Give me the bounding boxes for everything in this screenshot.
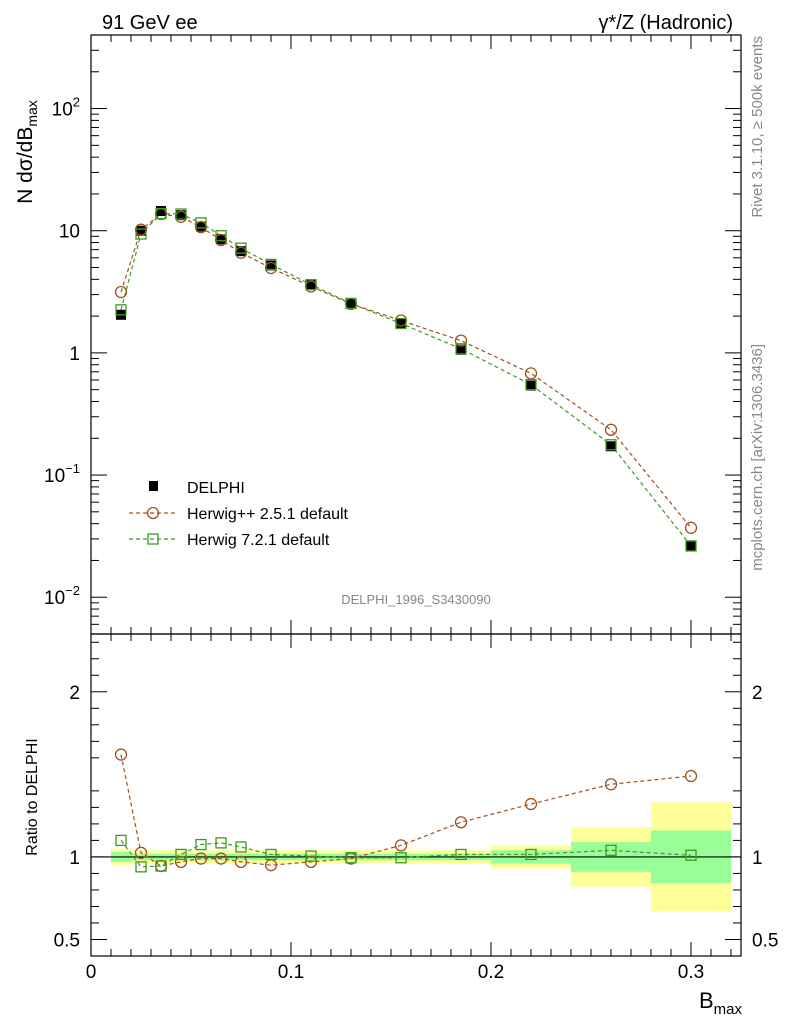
point-herwig7 xyxy=(605,439,617,451)
series-line-herwig7 xyxy=(120,213,692,547)
mcplots-source-label: mcplots.cern.ch [arXiv:1306.3436] xyxy=(749,344,766,571)
ratio-y-tick-label-right: 0.5 xyxy=(752,930,778,951)
point-herwigpp xyxy=(524,367,538,380)
ratio-panel-frame xyxy=(90,633,742,957)
data-point-delphi xyxy=(306,279,316,290)
header-right-title: γ*/Z (Hadronic) xyxy=(599,12,733,34)
point-herwig7 xyxy=(175,208,187,220)
ratio-point-herwigpp xyxy=(114,748,128,761)
ratio-point-herwig7 xyxy=(215,837,227,849)
ratio-y-tick-label: 2 xyxy=(69,683,80,704)
data-point-delphi xyxy=(196,221,206,232)
point-herwigpp xyxy=(684,521,698,534)
data-point-delphi xyxy=(456,344,466,355)
x-tick-label: 0 xyxy=(86,962,97,983)
point-herwig7 xyxy=(395,317,407,330)
ratio-point-herwig7 xyxy=(175,848,187,861)
ratio-point-herwig7 xyxy=(305,850,317,862)
ratio-line-herwigpp xyxy=(120,754,692,867)
ratio-point-herwig7 xyxy=(115,834,127,847)
legend-label-herwigpp: Herwig++ 2.5.1 default xyxy=(187,506,349,523)
ratio-y-tick-label-right: 1 xyxy=(752,848,763,869)
ratio-point-herwigpp xyxy=(194,852,208,865)
point-herwig7 xyxy=(525,378,537,391)
ratio-point-herwig7 xyxy=(685,849,697,861)
ratio-point-herwigpp xyxy=(394,839,408,852)
x-tick-label: 0.1 xyxy=(278,962,304,983)
y-tick-label: 10 xyxy=(59,222,80,243)
ratio-point-herwig7 xyxy=(265,848,277,861)
ratio-point-herwigpp xyxy=(214,852,228,865)
legend: DELPHI Herwig++ 2.5.1 default Herwig 7.2… xyxy=(129,480,349,549)
point-herwig7 xyxy=(115,304,127,316)
series-line-herwigpp xyxy=(120,213,692,529)
ratio-y-tick-label: 0.5 xyxy=(54,930,80,951)
data-point-delphi xyxy=(156,206,166,217)
data-point-delphi xyxy=(136,225,146,236)
header-left-title: 91 GeV ee xyxy=(102,12,198,34)
data-point-delphi xyxy=(176,210,186,221)
ratio-y-tick-label-right: 2 xyxy=(752,683,763,704)
ratio-point-herwig7 xyxy=(345,852,357,864)
y-tick-label: 102 xyxy=(52,95,80,121)
point-herwig7 xyxy=(305,278,317,291)
ratio-point-herwigpp xyxy=(524,797,538,811)
data-point-delphi xyxy=(216,234,226,245)
data-point-delphi xyxy=(606,441,616,452)
point-herwig7 xyxy=(345,297,357,310)
legend-marker-herwigpp xyxy=(146,506,160,520)
point-herwig7 xyxy=(455,343,467,355)
ratio-point-herwig7 xyxy=(525,848,537,861)
y-tick-label: 10−2 xyxy=(44,583,80,609)
ratio-point-herwig7 xyxy=(135,861,147,873)
point-herwigpp xyxy=(114,285,128,299)
point-herwig7 xyxy=(135,228,147,240)
point-herwig7 xyxy=(195,217,207,229)
x-tick-label: 0.3 xyxy=(678,962,704,983)
data-point-delphi xyxy=(526,380,536,391)
legend-marker-delphi xyxy=(149,481,158,491)
data-point-delphi xyxy=(686,541,696,552)
point-herwig7 xyxy=(265,258,277,271)
point-herwig7 xyxy=(155,207,167,220)
rivet-version-label: Rivet 3.1.10, ≥ 500k events xyxy=(749,36,766,218)
ratio-point-herwig7 xyxy=(455,848,467,861)
main-ylabel: N dσ/dBmax xyxy=(14,100,40,204)
point-herwig7 xyxy=(685,540,697,552)
legend-marker-herwig7 xyxy=(147,533,159,545)
ratio-point-herwigpp xyxy=(234,855,248,869)
ratio-point-herwigpp xyxy=(684,769,698,783)
y-tick-label: 1 xyxy=(69,344,80,365)
point-herwigpp xyxy=(604,423,618,436)
ratio-point-herwig7 xyxy=(605,844,617,856)
ratio-point-herwigpp xyxy=(134,846,148,859)
y-tick-label: 10−1 xyxy=(44,461,80,487)
ratio-point-herwigpp xyxy=(454,816,468,829)
point-herwig7 xyxy=(215,230,227,242)
legend-label-delphi: DELPHI xyxy=(187,480,245,497)
point-herwigpp xyxy=(454,334,468,347)
ratio-point-herwigpp xyxy=(604,778,618,791)
x-tick-label: 0.2 xyxy=(478,962,504,983)
ratio-point-herwig7 xyxy=(195,838,207,851)
data-point-delphi xyxy=(346,298,356,309)
analysis-watermark: DELPHI_1996_S3430090 xyxy=(341,592,491,607)
ratio-y-tick-label: 1 xyxy=(69,848,80,869)
ratio-point-herwig7 xyxy=(395,852,407,864)
ratio-point-herwig7 xyxy=(235,841,247,853)
ratio-point-herwigpp xyxy=(304,855,318,869)
data-point-delphi xyxy=(236,246,246,257)
legend-label-herwig7: Herwig 7.2.1 default xyxy=(187,532,330,549)
ratio-ylabel: Ratio to DELPHI xyxy=(24,738,41,855)
x-axis-label: Bmax xyxy=(699,988,743,1018)
ratio-line-herwig7 xyxy=(120,840,692,868)
ratio-point-herwigpp xyxy=(174,855,188,869)
ratio-point-herwig7 xyxy=(155,860,167,872)
point-herwig7 xyxy=(235,242,247,254)
data-point-delphi xyxy=(396,318,406,329)
data-point-delphi xyxy=(266,260,276,271)
